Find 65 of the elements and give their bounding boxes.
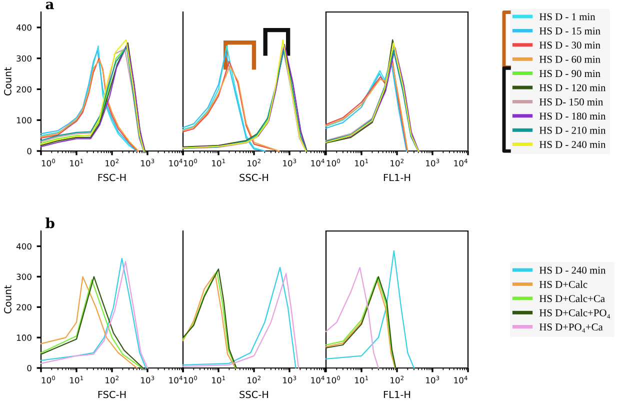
legend-label: HS D - 240 min [539,266,606,274]
x-axis-title: SSC-H [240,390,268,398]
x-tick-label: 10$^{2}$ [248,376,260,384]
legend-label: HS D+Calc+PO₄ [539,309,610,318]
x-tick-label: 10$^{3}$ [426,158,440,166]
x-tick-label: 10$^{0}$ [184,158,198,166]
legend-label: HS D - 180 min [539,112,606,120]
x-tick-label: 10$^{4}$ [454,158,468,166]
legend-label: HS D - 90 min [539,70,600,78]
y-tick-label: 400 [16,243,32,250]
x-tick-label: 10$^{0}$ [42,376,56,384]
y-tick-label: 0 [27,148,32,154]
x-tick-label: 10$^{4}$ [311,376,324,384]
legend-label: HS D+Calc [539,280,588,288]
legend-label: HS D - 1 min [539,13,596,20]
y-tick-label: 0 [27,364,32,372]
x-tick-label: 10$^{2}$ [106,158,118,166]
x-tick-label: 10$^{2}$ [248,158,260,166]
x-tick-label: 10$^{1}$ [70,158,84,166]
x-tick-label: 10$^{2}$ [106,376,118,384]
x-axis-title: FL1-H [384,174,410,182]
x-tick-label: 10$^{1}$ [212,158,226,166]
x-axis-title: SSC-H [240,174,268,182]
x-axis-title: FL1-H [384,390,410,398]
legend-label: HS D - 120 min [539,84,606,92]
legend-label: HS D - 210 min [539,126,606,134]
y-tick-label: 300 [16,55,32,62]
chart-title: a [46,2,54,10]
x-tick-label: 10$^{3}$ [426,376,440,384]
x-axis-title: FSC-H [98,390,126,398]
x-tick-label: 10$^{0}$ [184,376,198,384]
legend-label: HS D- 150 min [539,98,603,106]
x-tick-label: 10$^{4}$ [454,376,468,384]
x-tick-label: 10$^{3}$ [141,376,154,384]
x-tick-label: 10$^{1}$ [355,158,368,166]
chart-title: b [46,218,54,228]
y-tick-label: 100 [16,334,32,341]
x-tick-label: 10$^{0}$ [42,158,56,166]
x-tick-label: 10$^{4}$ [169,158,182,166]
y-tick-label: 200 [16,304,32,310]
legend-label: HS D+Calc+Ca [539,294,605,302]
x-tick-label: 10$^{2}$ [390,376,404,384]
x-tick-label: 10$^{0}$ [326,158,340,166]
x-tick-label: 10$^{3}$ [141,158,154,166]
y-tick-label: 300 [16,274,32,280]
x-tick-label: 10$^{3}$ [283,158,296,166]
x-axis-title: FSC-H [98,174,126,182]
legend-label: HS D - 240 min [539,141,606,148]
legend-label: HS D+PO₄+Ca [539,324,603,333]
y-tick-label: 400 [16,24,32,31]
x-tick-label: 10$^{1}$ [70,376,84,384]
x-tick-label: 10$^{0}$ [326,376,340,384]
legend-label: HS D - 30 min [539,42,600,49]
x-tick-label: 10$^{3}$ [283,376,296,384]
y-tick-label: 200 [16,86,32,93]
x-tick-label: 10$^{4}$ [169,376,182,384]
y-axis-title: Count [4,67,12,96]
legend-label: HS D - 60 min [539,56,600,63]
x-tick-label: 10$^{1}$ [355,376,368,384]
y-tick-label: 100 [16,117,32,124]
x-tick-label: 10$^{1}$ [212,376,226,384]
x-tick-label: 10$^{2}$ [390,158,404,166]
y-axis-title: Count [4,285,12,314]
x-tick-label: 10$^{4}$ [311,158,324,166]
legend-label: HS D - 15 min [539,27,600,34]
